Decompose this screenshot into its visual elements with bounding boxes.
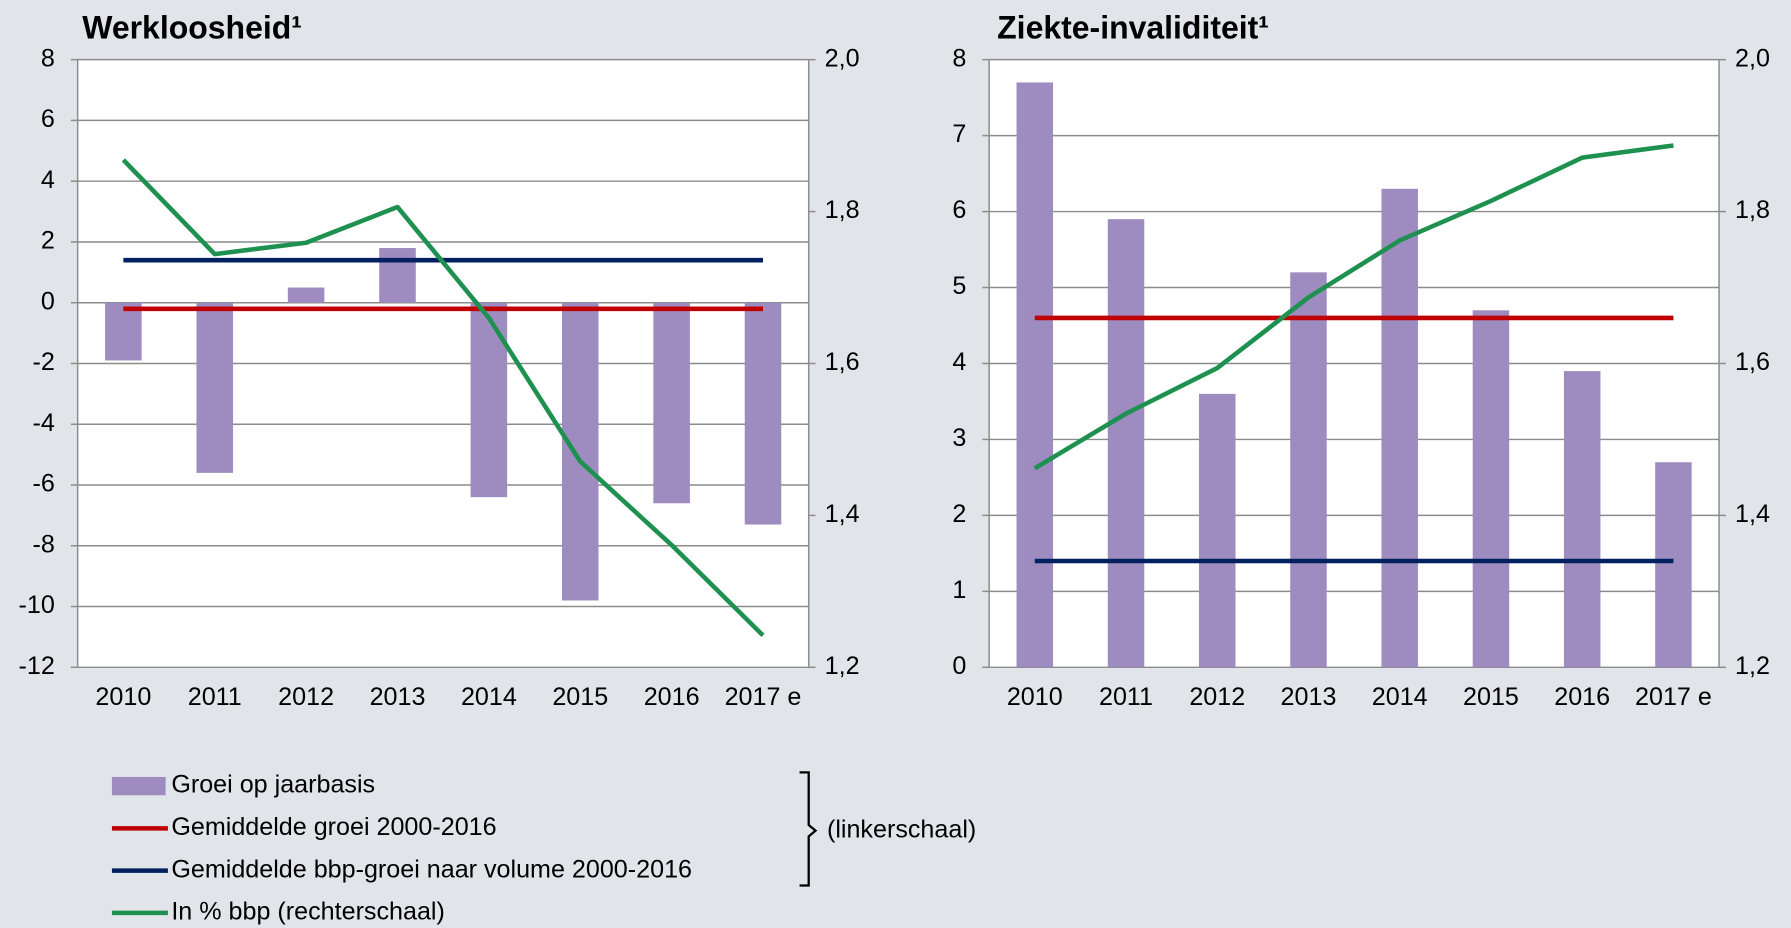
y-tick-label: -8: [32, 530, 54, 558]
y-tick-label: 8: [952, 44, 966, 72]
x-tick-label: 2015: [1463, 683, 1519, 711]
bar: [1016, 82, 1054, 668]
y2-tick-label: 1,4: [825, 500, 860, 528]
y2-tick-label: 2,0: [1735, 44, 1770, 72]
x-tick-label: 2011: [1099, 683, 1153, 711]
x-tick-label: 2017 e: [1635, 683, 1712, 711]
legend-bracket: [799, 771, 818, 887]
y2-tick-label: 1,6: [1735, 348, 1770, 376]
y-tick-label: 2: [41, 227, 55, 255]
y-tick-label: -2: [32, 348, 54, 376]
y-tick-label: -12: [19, 652, 55, 680]
legend-swatch: [111, 776, 166, 796]
y2-tick-label: 1,2: [1735, 652, 1770, 680]
y2-tick-label: 1,8: [825, 196, 860, 224]
y2-tick-label: 1,4: [1735, 500, 1770, 528]
x-tick-label: 2011: [188, 683, 242, 711]
bar: [1563, 371, 1601, 668]
bar: [105, 302, 142, 361]
y-tick-label: 7: [952, 120, 966, 148]
bar: [561, 302, 599, 601]
y2-tick-label: 1,8: [1735, 196, 1770, 224]
bar: [1472, 310, 1510, 668]
y-tick-label: 4: [952, 348, 966, 376]
legend-label: In % bbp (rechterschaal): [171, 898, 445, 926]
y-tick-label: 1: [952, 576, 966, 604]
x-tick-label: 2012: [278, 683, 334, 711]
bar: [653, 302, 690, 504]
x-tick-label: 2014: [1372, 683, 1428, 711]
bar: [744, 302, 782, 525]
y-tick-label: -10: [19, 591, 55, 619]
y-tick-label: 3: [952, 424, 966, 452]
bar: [1381, 188, 1418, 668]
line-series: [121, 158, 765, 638]
y-tick-label: -6: [32, 470, 54, 498]
bar: [1655, 462, 1692, 668]
x-tick-label: 2013: [370, 683, 426, 711]
y-tick-label: 0: [41, 287, 55, 315]
x-tick-label: 2012: [1189, 683, 1245, 711]
bar: [379, 248, 416, 303]
legend-note: (linkerschaal): [827, 815, 976, 843]
x-tick-label: 2010: [1007, 683, 1063, 711]
y-tick-label: 2: [952, 500, 966, 528]
x-tick-label: 2015: [552, 683, 608, 711]
chart-title: Werkloosheid¹: [82, 9, 302, 45]
bar: [1199, 393, 1236, 668]
legend-label: Gemiddelde bbp-groei naar volume 2000-20…: [171, 855, 692, 883]
y-tick-label: -4: [32, 409, 54, 437]
line-series: [1033, 143, 1674, 471]
x-tick-label: 2016: [1554, 683, 1610, 711]
y2-tick-label: 2,0: [825, 44, 860, 72]
y2-tick-label: 1,6: [825, 348, 860, 376]
x-tick-label: 2017 e: [725, 683, 802, 711]
y-tick-label: 8: [41, 44, 55, 72]
y-tick-label: 6: [41, 105, 55, 133]
x-tick-label: 2014: [461, 683, 517, 711]
bar: [287, 287, 325, 303]
y-tick-label: 0: [952, 652, 966, 680]
chart-title: Ziekte-invaliditeit¹: [997, 9, 1269, 45]
x-tick-label: 2010: [95, 683, 151, 711]
bar: [1107, 219, 1145, 668]
y2-tick-label: 1,2: [825, 652, 860, 680]
x-tick-label: 2016: [644, 683, 700, 711]
bar: [196, 302, 234, 473]
y-tick-label: 6: [952, 196, 966, 224]
legend-label: Groei op jaarbasis: [171, 771, 375, 799]
x-tick-label: 2013: [1281, 683, 1337, 711]
y-tick-label: 4: [41, 166, 55, 194]
bar: [1290, 272, 1327, 668]
bar: [470, 302, 508, 498]
y-tick-label: 5: [952, 272, 966, 300]
legend-label: Gemiddelde groei 2000-2016: [171, 813, 496, 841]
